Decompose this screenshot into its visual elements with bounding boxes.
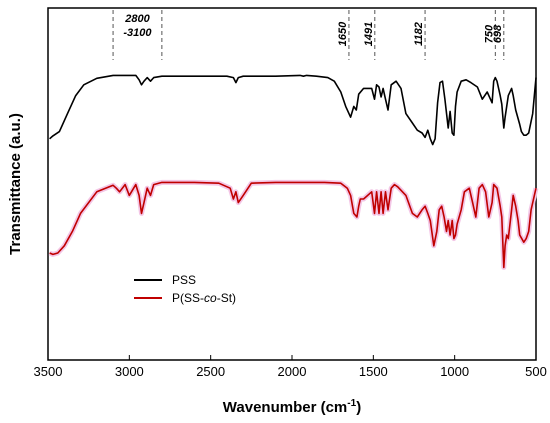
- x-axis-title-main: Wavenumber (cm: [223, 399, 347, 416]
- legend-label-part: co: [204, 291, 217, 305]
- x-axis-title: Wavenumber (cm-1): [223, 398, 361, 416]
- annotation-label: 2800: [124, 13, 150, 25]
- annotation-label: 1491: [363, 22, 375, 46]
- x-tick-label: 3500: [34, 364, 63, 379]
- annotation-label: 1650: [337, 21, 349, 46]
- series-line-pss: [49, 74, 537, 146]
- x-tick-label: 1500: [359, 364, 388, 379]
- x-tick-label: 500: [525, 364, 547, 379]
- legend-label-part: P(SS-: [172, 291, 204, 305]
- legend: PSS P(SS-co-St): [134, 273, 236, 305]
- x-tick-label: 3000: [115, 364, 144, 379]
- series-line-pss-co-st: [49, 181, 537, 269]
- x-axis-title-close: ): [356, 399, 361, 416]
- legend-label-pssco-text: P(SS-co-St): [172, 291, 236, 305]
- series-layer: [48, 74, 539, 270]
- legend-label-pssco: P(SS-co-St): [172, 291, 236, 305]
- annotation-label: 698: [492, 24, 504, 43]
- annotation-label: 1182: [413, 22, 425, 46]
- annotation-label: 750: [483, 24, 495, 43]
- x-axis-ticks: 3500 3000 2500 2000 1500 1000 500: [34, 355, 547, 379]
- x-tick-label: 2500: [196, 364, 225, 379]
- legend-label-part: -St): [217, 291, 236, 305]
- x-axis-title-sup: -1: [347, 398, 356, 409]
- annotation-label-2: -3100: [123, 27, 152, 39]
- x-tick-label: 1000: [440, 364, 469, 379]
- y-axis-title: Transmittance (a.u.): [7, 113, 24, 255]
- x-tick-label: 2000: [278, 364, 307, 379]
- legend-label-pss: PSS: [172, 273, 196, 287]
